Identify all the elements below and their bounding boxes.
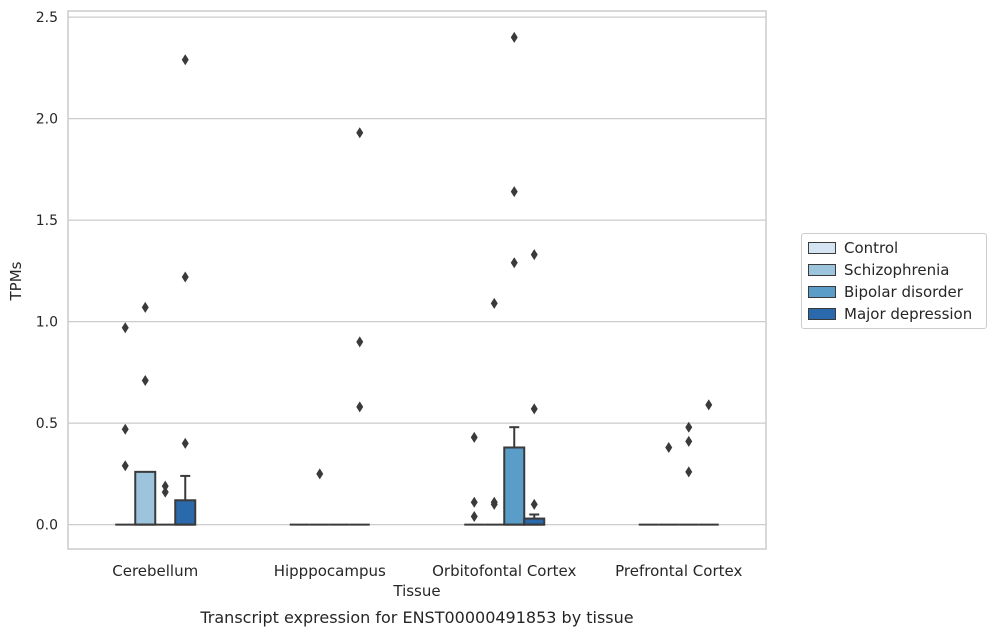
legend-label-control: Control (844, 239, 899, 257)
outlier-point (356, 127, 364, 139)
x-axis-label: Tissue (392, 582, 440, 600)
x-tick-label: Cerebellum (112, 562, 198, 580)
outlier-points (121, 31, 713, 523)
box-body (134, 470, 157, 526)
legend-swatch-control (808, 242, 836, 254)
outlier-point (181, 54, 189, 66)
legend-item-control: Control (808, 239, 899, 257)
outlier-point (141, 301, 149, 313)
y-tick-labels: 0.0 0.5 1.0 1.5 2.0 2.5 (36, 10, 58, 534)
outlier-point (705, 399, 713, 411)
legend-item-bipolar-disorder: Bipolar disorder (808, 283, 963, 301)
gridlines (68, 16, 766, 526)
box-body (174, 499, 197, 526)
outlier-point (121, 423, 129, 435)
legend: Control Schizophrenia Bipolar disorder M… (801, 233, 987, 329)
outlier-point (530, 498, 538, 510)
boxes (115, 426, 719, 526)
legend-swatch-bipolar-disorder (808, 286, 836, 298)
outlier-point (490, 297, 498, 309)
outlier-point (470, 496, 478, 508)
outlier-point (181, 437, 189, 449)
outlier-point (510, 31, 518, 43)
outlier-point (316, 468, 324, 480)
x-tick-label: Prefrontal Cortex (615, 562, 742, 580)
box-schizophrenia-cerebellum (134, 470, 157, 526)
outlier-point (181, 271, 189, 283)
y-tick-label: 1.5 (36, 213, 58, 229)
y-tick-label: 0.5 (36, 416, 58, 432)
x-tick-label: Hipppocampus (274, 562, 386, 580)
outlier-point (510, 257, 518, 269)
legend-swatch-major-depression (808, 308, 836, 320)
outlier-point (470, 511, 478, 523)
outlier-point (121, 460, 129, 472)
plot-frame (67, 10, 767, 550)
y-axis-label: TPMs (7, 261, 25, 301)
outlier-point (490, 496, 498, 508)
y-tick-label: 2.0 (36, 112, 58, 128)
box-major-depression-cerebellum (174, 474, 197, 526)
outlier-point (665, 441, 673, 453)
outlier-point (161, 486, 169, 498)
outlier-point (161, 480, 169, 492)
outlier-point (685, 435, 693, 447)
y-tick-label: 1.0 (36, 315, 58, 331)
chart-title: Transcript expression for ENST0000049185… (199, 608, 633, 627)
outlier-point (685, 466, 693, 478)
legend-item-schizophrenia: Schizophrenia (808, 261, 950, 279)
outlier-point (356, 336, 364, 348)
legend-item-major-depression: Major depression (808, 305, 973, 323)
outlier-point (530, 249, 538, 261)
outlier-point (141, 374, 149, 386)
legend-label-bipolar-disorder: Bipolar disorder (844, 283, 963, 301)
y-tick-label: 2.5 (36, 10, 58, 26)
outlier-point (470, 431, 478, 443)
legend-label-major-depression: Major depression (844, 305, 973, 323)
outlier-point (510, 186, 518, 198)
legend-label-schizophrenia: Schizophrenia (844, 261, 950, 279)
outlier-point (356, 401, 364, 413)
outlier-point (685, 421, 693, 433)
x-tick-labels: Cerebellum Hipppocampus Orbitofontal Corte… (112, 562, 742, 580)
outlier-point (121, 322, 129, 334)
box-body (503, 446, 526, 526)
outlier-point (530, 403, 538, 415)
x-tick-label: Orbitofontal Cortex (432, 562, 576, 580)
box-bipolar-disorder-orbitofontal-cortex (503, 426, 526, 526)
box-major-depression-orbitofontal-cortex (523, 513, 546, 526)
y-tick-label: 0.0 (36, 518, 58, 534)
legend-swatch-schizophrenia (808, 264, 836, 276)
